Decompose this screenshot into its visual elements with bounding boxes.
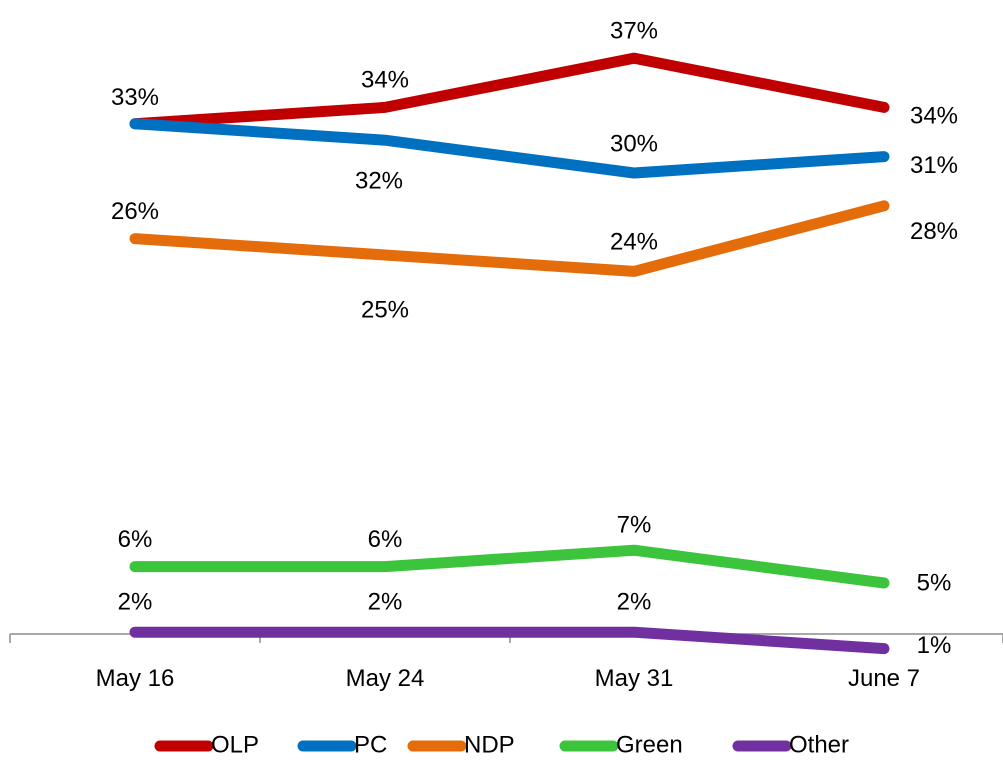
legend-label-pc: PC: [354, 731, 387, 758]
legend: OLP PC NDP Green Other: [154, 731, 849, 758]
x-tick-label: June 7: [848, 665, 920, 692]
data-label-pc: 31%: [910, 152, 958, 179]
series-line-olp: [129, 52, 890, 130]
series-line-ndp: [129, 200, 890, 277]
x-tick-label: May 24: [346, 665, 425, 692]
data-label-green: 6%: [368, 526, 403, 553]
legend-label-olp: OLP: [211, 731, 259, 758]
data-label-other: 2%: [368, 589, 403, 616]
data-label-green: 7%: [617, 512, 652, 539]
data-label-other: 1%: [917, 632, 952, 659]
data-label-green: 5%: [917, 569, 952, 596]
legend-label-other: Other: [789, 731, 849, 758]
x-tick-label: May 16: [96, 665, 175, 692]
x-axis-labels: May 16 May 24 May 31 June 7: [96, 665, 920, 692]
data-label-ndp: 26%: [111, 198, 159, 225]
series-line-pc: [129, 118, 890, 179]
data-label-ndp: 24%: [610, 229, 658, 256]
data-label-other: 2%: [118, 589, 153, 616]
series-line-green: [129, 544, 890, 589]
data-label-olp: 34%: [361, 67, 409, 94]
data-label-ndp: 25%: [361, 296, 409, 323]
data-label-olp: 33%: [111, 84, 159, 111]
legend-label-green: Green: [616, 731, 683, 758]
data-label-pc: 32%: [355, 168, 403, 195]
series-lines: [129, 52, 890, 655]
data-labels: 33% 34% 37% 34% 32% 30% 31% 26% 25% 24% 28% 6% 6% 7% 5…: [111, 18, 958, 659]
legend-label-ndp: NDP: [464, 731, 515, 758]
data-label-ndp: 28%: [910, 218, 958, 245]
data-label-green: 6%: [118, 526, 153, 553]
data-label-olp: 37%: [610, 18, 658, 45]
series-line-other: [129, 626, 890, 655]
x-tick-label: May 31: [595, 665, 674, 692]
data-label-other: 2%: [617, 589, 652, 616]
data-label-olp: 34%: [910, 103, 958, 130]
data-label-pc: 30%: [610, 130, 658, 157]
